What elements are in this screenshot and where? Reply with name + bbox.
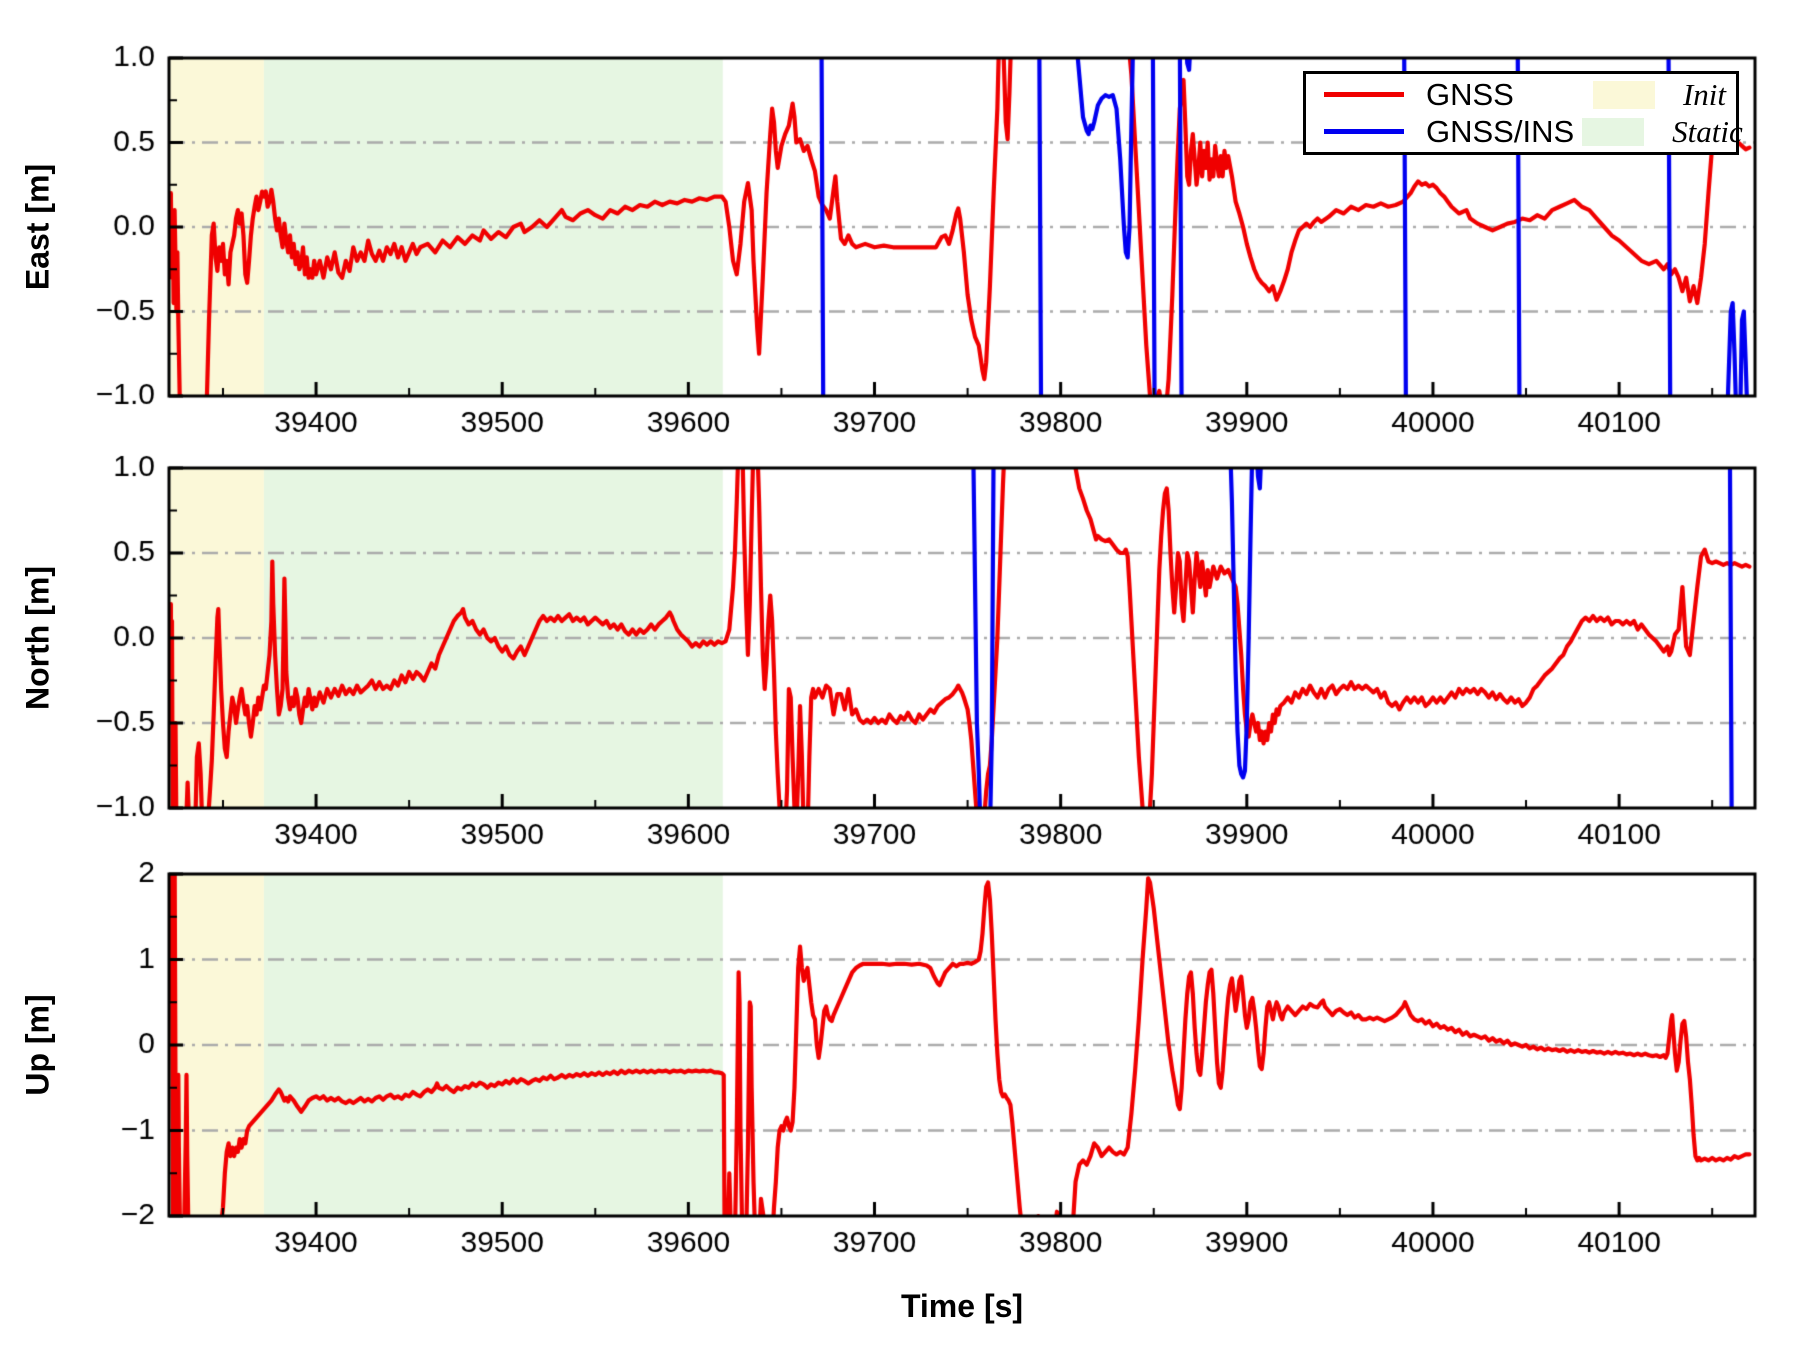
y-axis-label-east: East [m]	[19, 163, 56, 291]
legend-label-static: Static	[1672, 113, 1743, 149]
legend-label-init: Init	[1682, 76, 1726, 112]
y-axis-label-up: Up [m]	[19, 994, 56, 1096]
legend-label-gnss: GNSS	[1426, 76, 1514, 112]
legend-label-gnss-ins: GNSS/INS	[1426, 113, 1575, 149]
x-axis-label: Time [s]	[900, 1288, 1024, 1324]
gnss-line-swatch	[1324, 92, 1404, 97]
legend-row-1: GNSS Init	[1316, 76, 1726, 113]
static-patch-swatch	[1582, 117, 1645, 146]
y-axis-label-north: North [m]	[19, 566, 56, 710]
legend-row-2: GNSS/INS Static	[1316, 113, 1743, 150]
legend: GNSS Init GNSS/INS Static	[1303, 71, 1743, 155]
gnss-ins-line-swatch	[1324, 129, 1404, 134]
init-patch-swatch	[1592, 80, 1655, 109]
